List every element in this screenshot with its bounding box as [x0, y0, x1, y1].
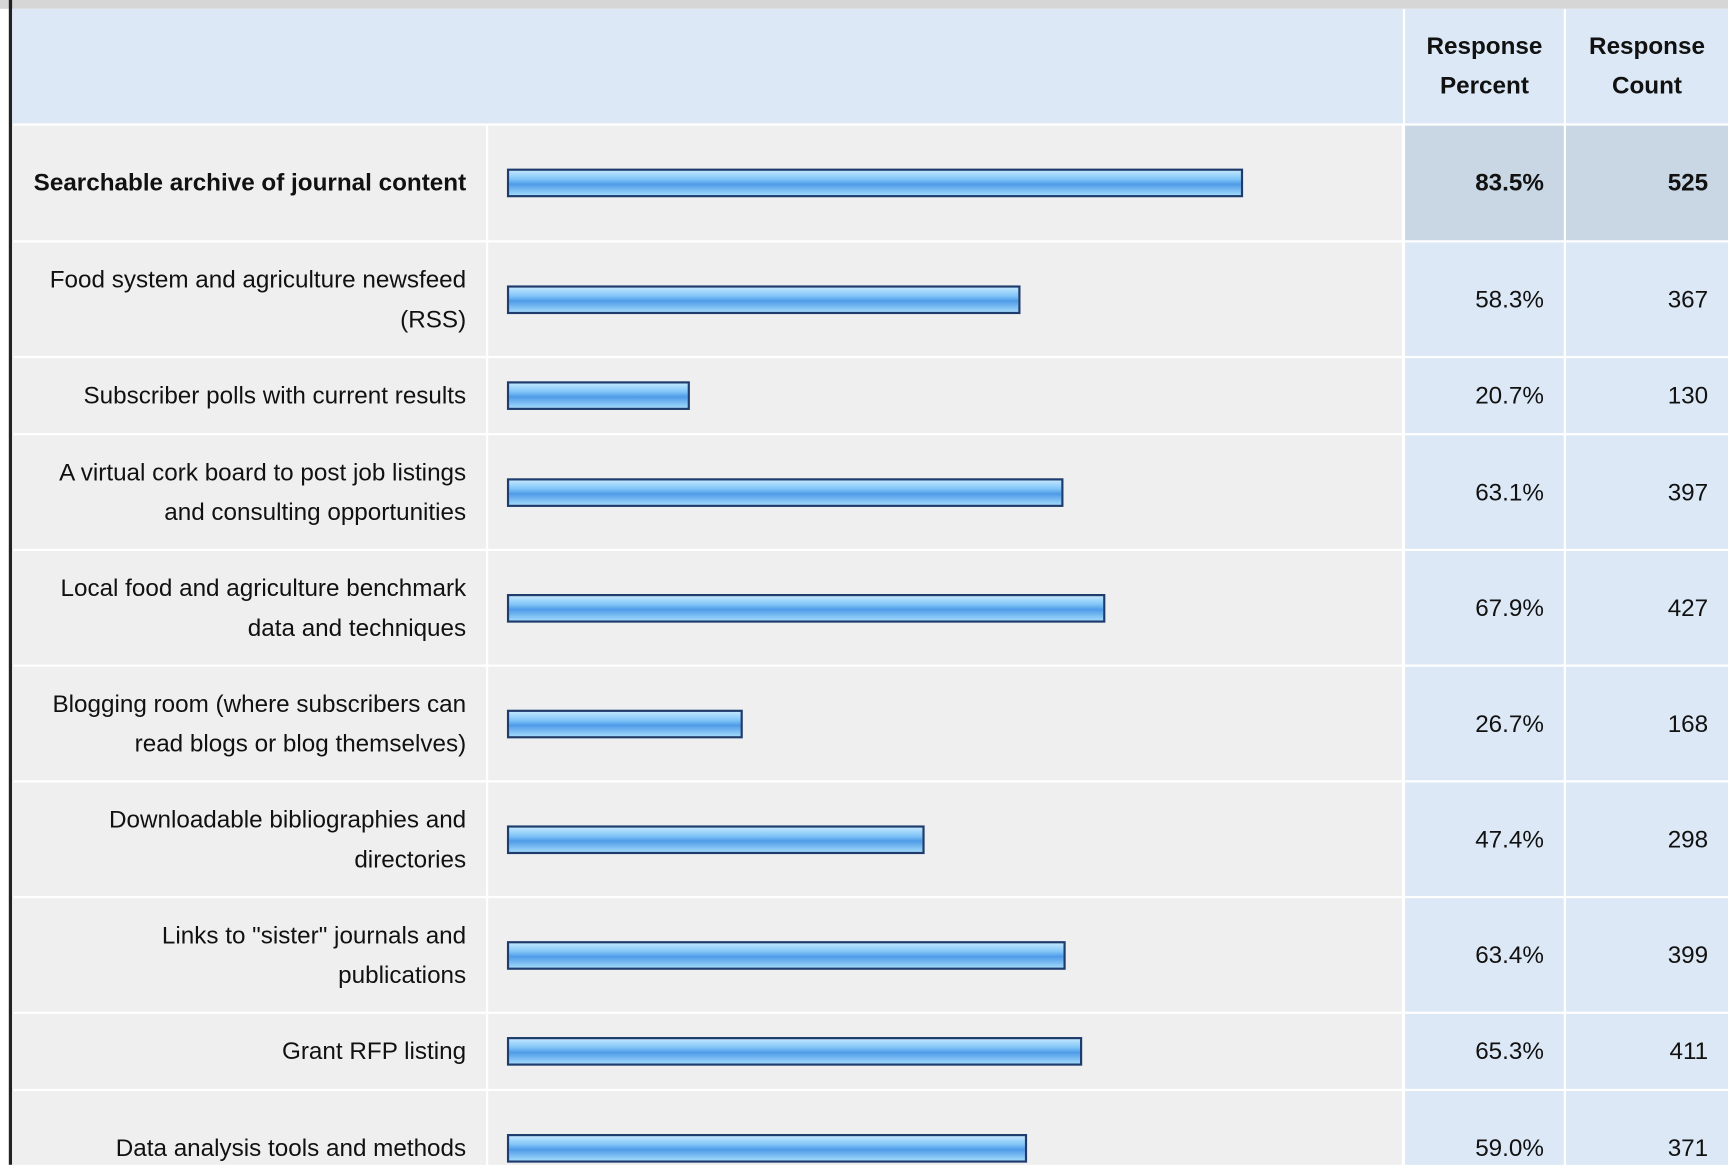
response-percent: 58.3% [1405, 242, 1564, 356]
response-percent: 59.0% [1405, 1091, 1564, 1165]
bar [506, 593, 1106, 623]
response-count: 371 [1565, 1091, 1728, 1165]
response-count: 168 [1565, 666, 1728, 781]
response-percent: 20.7% [1405, 358, 1564, 434]
row-label: Links to "sister" journals and publicati… [12, 898, 486, 1012]
response-count: 427 [1565, 551, 1728, 665]
bar [506, 940, 1066, 970]
bar [506, 1133, 1028, 1163]
response-count: 397 [1565, 435, 1728, 549]
left-border [8, 0, 13, 1165]
response-count: 130 [1565, 358, 1728, 434]
row-label: Subscriber polls with current results [12, 358, 486, 434]
row-label: Downloadable bibliographies and director… [12, 782, 486, 896]
header-count: Response Count [1565, 8, 1728, 124]
response-percent: 67.9% [1405, 551, 1564, 665]
row-label: Local food and agriculture benchmark dat… [12, 551, 486, 665]
bar [506, 284, 1021, 314]
response-count: 367 [1565, 242, 1728, 356]
response-count: 411 [1565, 1013, 1728, 1089]
bar [506, 168, 1244, 198]
row-label: Data analysis tools and methods [12, 1091, 486, 1165]
response-count: 399 [1565, 898, 1728, 1012]
top-strip [0, 0, 1728, 9]
response-count: 298 [1565, 782, 1728, 896]
header-percent: Response Percent [1405, 8, 1564, 124]
response-percent: 83.5% [1405, 125, 1564, 241]
row-label: Grant RFP listing [12, 1013, 486, 1089]
response-percent: 63.1% [1405, 435, 1564, 549]
bar [506, 477, 1064, 507]
header-blank [12, 8, 1403, 124]
response-percent: 47.4% [1405, 782, 1564, 896]
bar [506, 1037, 1083, 1066]
row-label: A virtual cork board to post job listing… [12, 435, 486, 549]
bar [506, 381, 690, 410]
response-percent: 26.7% [1405, 666, 1564, 781]
response-count: 525 [1565, 125, 1728, 241]
bar [506, 709, 743, 738]
row-label: Searchable archive of journal content [12, 125, 486, 241]
bar [506, 824, 925, 854]
row-label: Blogging room (where subscribers can rea… [12, 666, 486, 781]
response-percent: 65.3% [1405, 1013, 1564, 1089]
row-label: Food system and agriculture newsfeed (RS… [12, 242, 486, 356]
response-percent: 63.4% [1405, 898, 1564, 1012]
